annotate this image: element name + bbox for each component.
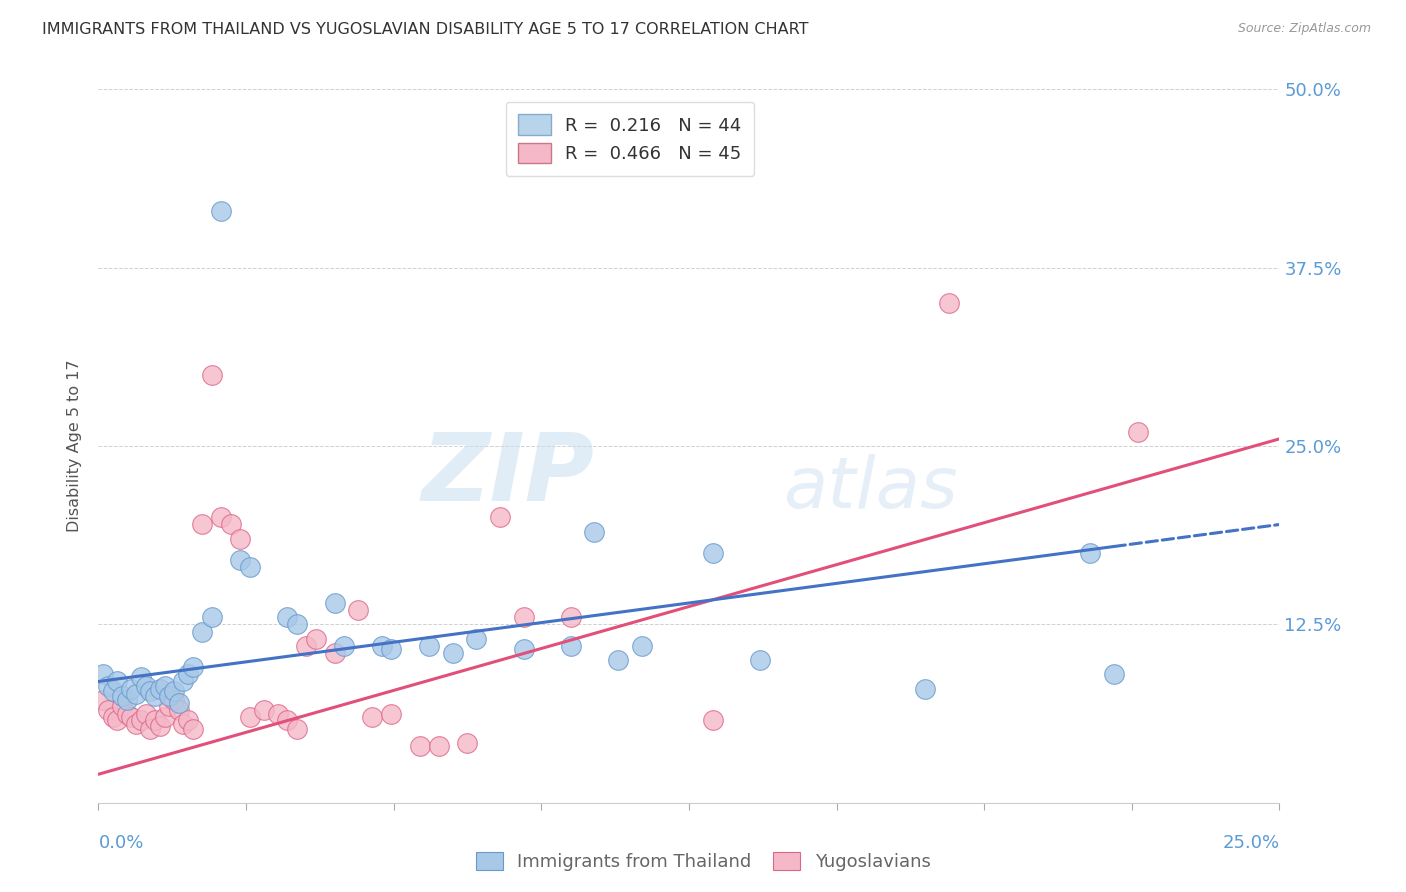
Point bbox=[125, 687, 148, 701]
Point bbox=[489, 510, 512, 524]
Point bbox=[201, 610, 224, 624]
Point bbox=[465, 632, 488, 646]
Text: 25.0%: 25.0% bbox=[1222, 834, 1279, 852]
Point bbox=[139, 722, 162, 736]
Point bbox=[456, 736, 478, 750]
Point bbox=[285, 617, 308, 632]
Point bbox=[201, 368, 224, 382]
Point bbox=[276, 610, 298, 624]
Point bbox=[101, 684, 124, 698]
Point bbox=[1102, 667, 1125, 681]
Point bbox=[512, 610, 534, 624]
Text: ZIP: ZIP bbox=[422, 428, 595, 521]
Point bbox=[129, 670, 152, 684]
Point bbox=[143, 713, 166, 727]
Point bbox=[129, 713, 152, 727]
Point bbox=[139, 684, 162, 698]
Point bbox=[630, 639, 652, 653]
Point bbox=[295, 639, 318, 653]
Point bbox=[181, 660, 204, 674]
Legend: Immigrants from Thailand, Yugoslavians: Immigrants from Thailand, Yugoslavians bbox=[468, 845, 938, 879]
Point bbox=[380, 707, 402, 722]
Point bbox=[267, 707, 290, 722]
Point bbox=[239, 710, 262, 724]
Point bbox=[305, 632, 328, 646]
Point bbox=[560, 639, 582, 653]
Text: 0.0%: 0.0% bbox=[98, 834, 143, 852]
Point bbox=[748, 653, 770, 667]
Point bbox=[219, 517, 242, 532]
Point bbox=[333, 639, 356, 653]
Point bbox=[177, 667, 200, 681]
Point bbox=[408, 739, 430, 753]
Point bbox=[157, 698, 180, 713]
Point bbox=[253, 703, 276, 717]
Point bbox=[101, 710, 124, 724]
Point bbox=[323, 596, 346, 610]
Point bbox=[167, 696, 190, 710]
Legend: R =  0.216   N = 44, R =  0.466   N = 45: R = 0.216 N = 44, R = 0.466 N = 45 bbox=[506, 102, 754, 176]
Point bbox=[121, 710, 143, 724]
Point bbox=[97, 703, 120, 717]
Point bbox=[441, 646, 464, 660]
Point bbox=[115, 693, 138, 707]
Point bbox=[229, 553, 252, 567]
Point bbox=[111, 689, 134, 703]
Text: Source: ZipAtlas.com: Source: ZipAtlas.com bbox=[1237, 22, 1371, 36]
Point bbox=[181, 722, 204, 736]
Point bbox=[914, 681, 936, 696]
Point bbox=[172, 674, 194, 689]
Point bbox=[115, 707, 138, 722]
Point bbox=[1126, 425, 1149, 439]
Point bbox=[153, 679, 176, 693]
Point bbox=[163, 693, 186, 707]
Point bbox=[702, 713, 724, 727]
Point bbox=[163, 684, 186, 698]
Point bbox=[229, 532, 252, 546]
Point bbox=[149, 681, 172, 696]
Point bbox=[371, 639, 394, 653]
Text: IMMIGRANTS FROM THAILAND VS YUGOSLAVIAN DISABILITY AGE 5 TO 17 CORRELATION CHART: IMMIGRANTS FROM THAILAND VS YUGOSLAVIAN … bbox=[42, 22, 808, 37]
Point bbox=[91, 667, 114, 681]
Point bbox=[347, 603, 370, 617]
Y-axis label: Disability Age 5 to 17: Disability Age 5 to 17 bbox=[67, 359, 83, 533]
Point bbox=[239, 560, 262, 574]
Point bbox=[105, 674, 128, 689]
Point bbox=[276, 713, 298, 727]
Point bbox=[583, 524, 606, 539]
Point bbox=[135, 679, 157, 693]
Point bbox=[607, 653, 630, 667]
Text: atlas: atlas bbox=[783, 454, 957, 524]
Point bbox=[149, 719, 172, 733]
Point bbox=[91, 693, 114, 707]
Point bbox=[209, 203, 232, 218]
Point bbox=[111, 698, 134, 713]
Point bbox=[418, 639, 440, 653]
Point bbox=[153, 710, 176, 724]
Point bbox=[512, 641, 534, 656]
Point bbox=[380, 641, 402, 656]
Point bbox=[702, 546, 724, 560]
Point bbox=[323, 646, 346, 660]
Point bbox=[427, 739, 450, 753]
Point bbox=[560, 610, 582, 624]
Point bbox=[361, 710, 384, 724]
Point bbox=[191, 624, 214, 639]
Point bbox=[157, 689, 180, 703]
Point bbox=[209, 510, 232, 524]
Point bbox=[97, 679, 120, 693]
Point bbox=[143, 689, 166, 703]
Point bbox=[191, 517, 214, 532]
Point bbox=[121, 681, 143, 696]
Point bbox=[938, 296, 960, 310]
Point bbox=[135, 707, 157, 722]
Point bbox=[285, 722, 308, 736]
Point bbox=[172, 717, 194, 731]
Point bbox=[105, 713, 128, 727]
Point bbox=[167, 703, 190, 717]
Point bbox=[1080, 546, 1102, 560]
Point bbox=[177, 713, 200, 727]
Point bbox=[125, 717, 148, 731]
